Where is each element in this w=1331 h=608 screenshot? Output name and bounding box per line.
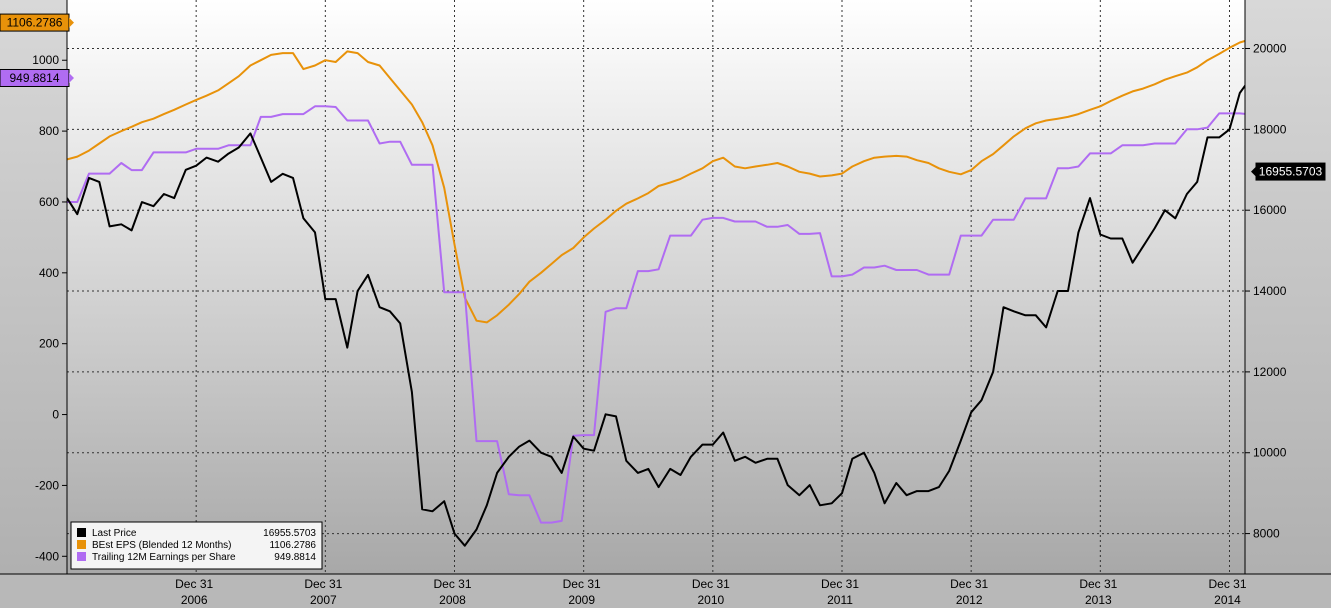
left-axis-tick-label: 1000 — [32, 53, 59, 67]
legend-label: Last Price — [92, 528, 137, 539]
x-axis-tick-label: Dec 31 — [563, 577, 601, 591]
last-value-label: 1106.2786 — [7, 16, 63, 30]
x-axis-year-label: 2008 — [439, 593, 466, 607]
series-lines — [67, 39, 1245, 547]
right-axis-tick-label: 20000 — [1253, 42, 1287, 56]
x-axis-tick-label: Dec 31 — [821, 577, 859, 591]
left-axis: -400 -200 0 200 400 600 800 1000 — [32, 53, 67, 563]
series-line-2 — [67, 105, 1245, 524]
x-axis-background — [0, 574, 1331, 608]
legend-value: 1106.2786 — [269, 540, 316, 551]
x-axis-year-label: 2014 — [1214, 593, 1241, 607]
right-axis-tick-label: 18000 — [1253, 122, 1287, 136]
last-value-badge-pointer — [69, 17, 74, 28]
x-axis-year-label: 2013 — [1085, 593, 1112, 607]
plot-background — [67, 0, 1245, 574]
left-axis-tick-label: 400 — [39, 266, 59, 280]
legend-label: Trailing 12M Earnings per Share — [92, 552, 236, 563]
x-axis-year-label: 2009 — [568, 593, 595, 607]
x-axis-tick-label: Dec 31 — [692, 577, 730, 591]
right-axis-tick-label: 12000 — [1253, 365, 1287, 379]
legend-swatch — [77, 528, 86, 537]
left-axis-tick-label: 200 — [39, 337, 59, 351]
x-axis-tick-label: Dec 31 — [433, 577, 471, 591]
x-axis-year-label: 2007 — [310, 593, 337, 607]
x-axis-tick-label: Dec 31 — [950, 577, 988, 591]
legend: Last Price 16955.5703 BEst EPS (Blended 12… — [70, 521, 323, 570]
right-axis-tick-label: 14000 — [1253, 284, 1287, 298]
series-line-1 — [67, 39, 1245, 324]
x-axis: Dec 31 2006 Dec 31 2007 Dec 31 2008 Dec 31 2009… — [175, 577, 1247, 607]
last-value-badge-pointer — [69, 72, 74, 83]
left-axis-tick-label: 0 — [52, 408, 59, 422]
last-value-badge-pointer — [1251, 166, 1256, 177]
legend-value: 16955.5703 — [263, 528, 316, 539]
x-axis-year-label: 2006 — [181, 593, 208, 607]
left-axis-tick-label: 800 — [39, 124, 59, 138]
x-axis-tick-label: Dec 31 — [1079, 577, 1117, 591]
right-axis-background — [1245, 0, 1331, 574]
legend-swatch — [77, 540, 86, 549]
x-axis-year-label: 2010 — [697, 593, 724, 607]
last-value-label: 949.8814 — [9, 71, 59, 85]
right-axis-tick-label: 8000 — [1253, 527, 1280, 541]
right-axis: 8000 10000 12000 14000 16000 18000 20000 — [1245, 42, 1287, 541]
last-value-badges: 16955.5703 1106.2786 949.8814 — [0, 13, 1326, 181]
x-axis-year-label: 2012 — [956, 593, 983, 607]
legend-box — [70, 521, 323, 570]
x-axis-year-label: 2011 — [827, 593, 853, 607]
right-axis-tick-label: 16000 — [1253, 203, 1287, 217]
x-axis-tick-label: Dec 31 — [1208, 577, 1246, 591]
left-axis-tick-label: -200 — [35, 478, 59, 492]
series-line-0 — [67, 84, 1245, 547]
left-axis-tick-label: 600 — [39, 195, 59, 209]
left-axis-tick-label: -400 — [35, 549, 59, 563]
legend-label: BEst EPS (Blended 12 Months) — [92, 540, 232, 551]
x-axis-tick-label: Dec 31 — [175, 577, 213, 591]
x-axis-tick-label: Dec 31 — [304, 577, 342, 591]
right-axis-tick-label: 10000 — [1253, 446, 1287, 460]
legend-value: 949.8814 — [274, 552, 316, 563]
legend-swatch — [77, 552, 86, 561]
last-value-label: 16955.5703 — [1259, 165, 1323, 179]
left-axis-background — [0, 0, 67, 574]
grid-lines — [67, 0, 1245, 574]
